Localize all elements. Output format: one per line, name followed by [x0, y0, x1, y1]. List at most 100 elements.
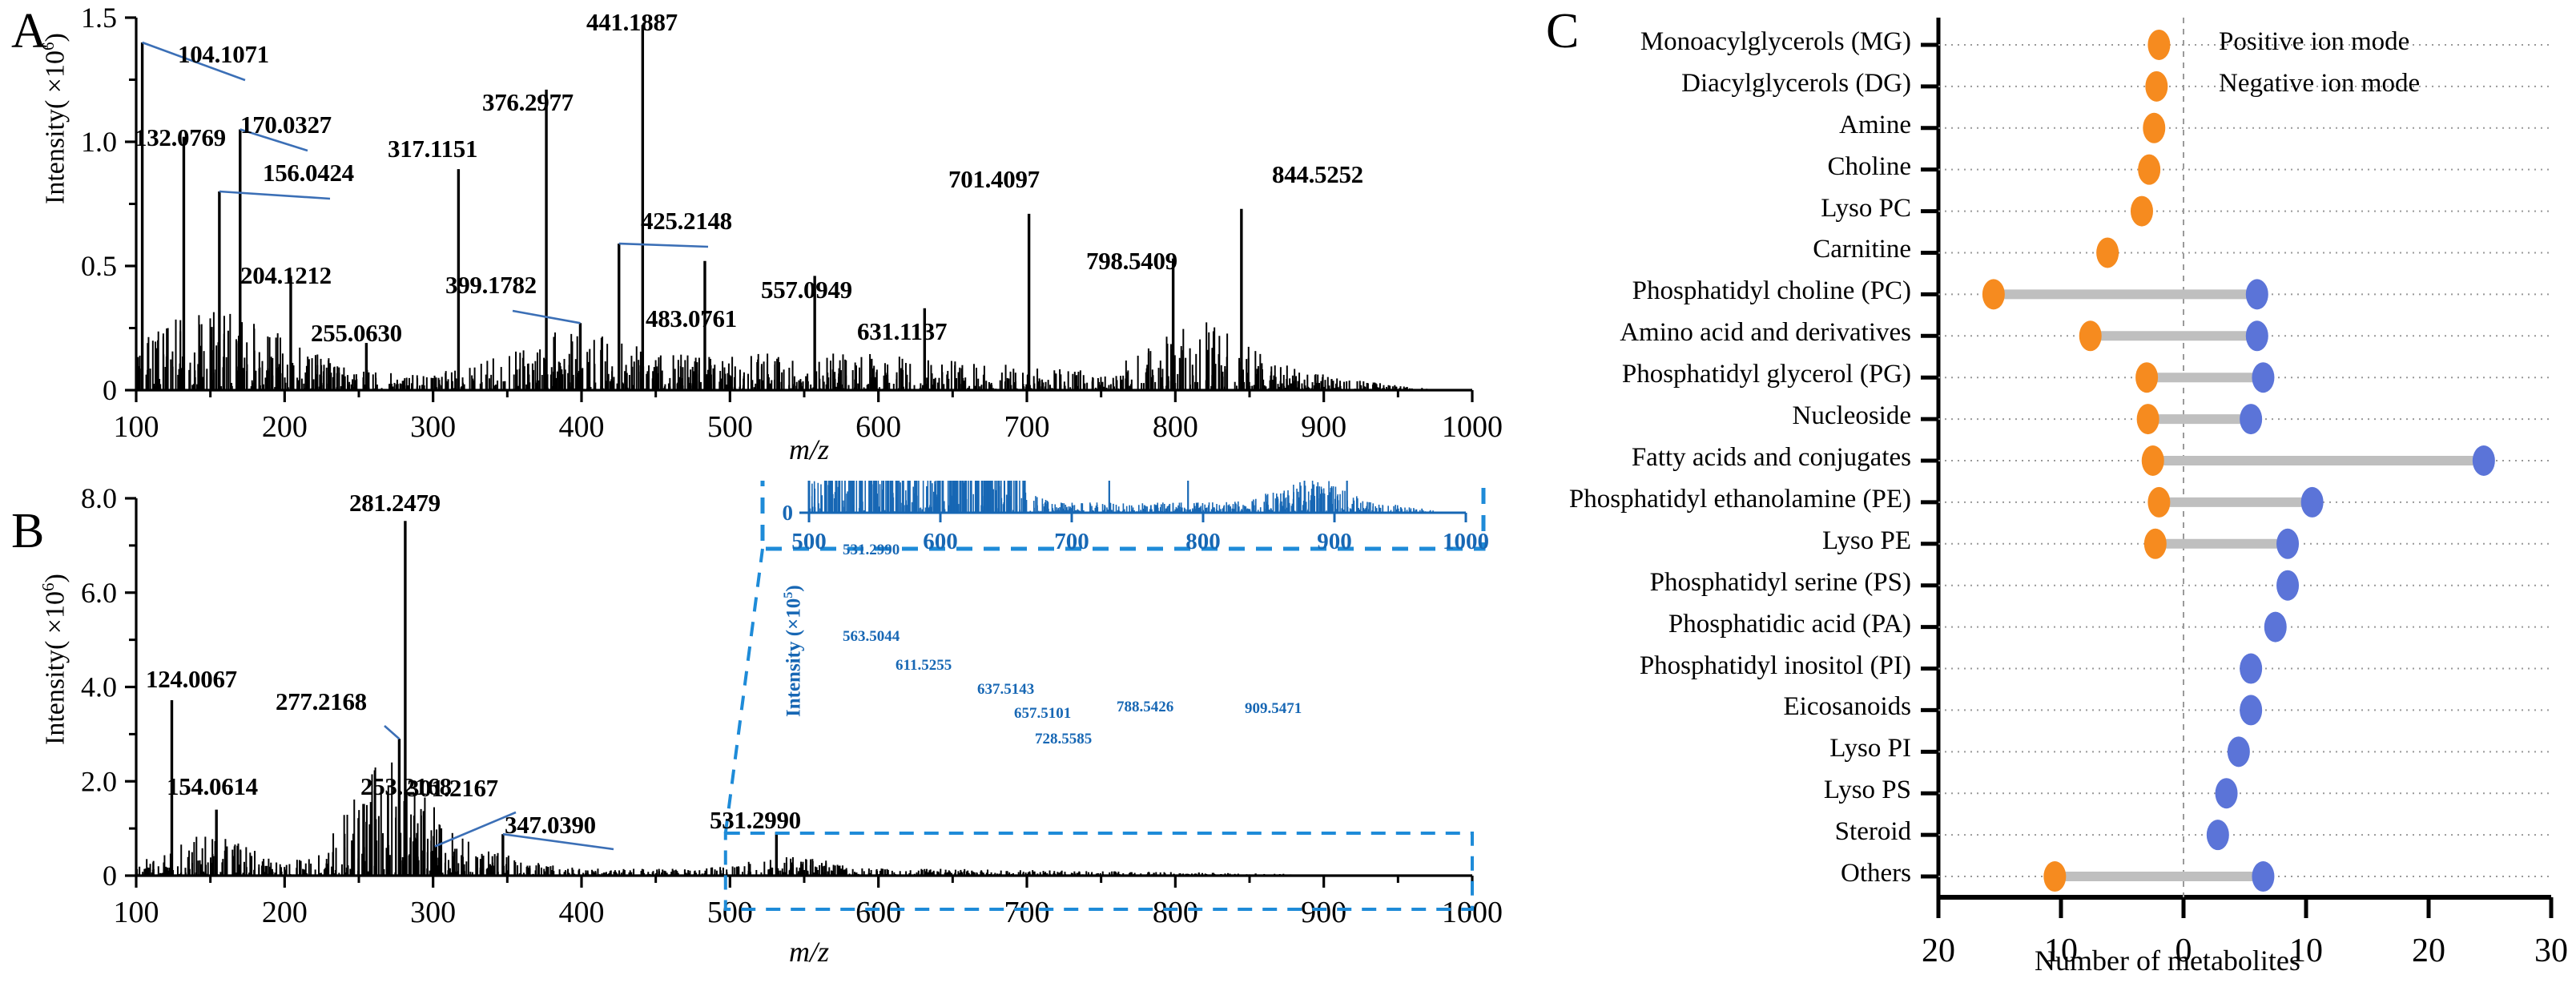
panel-c-negative-dot[interactable] — [2245, 320, 2268, 352]
panel-b-x-axis-title: m/z — [789, 936, 830, 968]
panel-c-category-label: Lyso PE — [1822, 526, 1911, 555]
panel-c-positive-dot[interactable] — [2135, 362, 2159, 393]
panel-c-negative-dot[interactable] — [2240, 404, 2263, 435]
x-tick-label: 600 — [855, 410, 901, 444]
x-tick-label: 900 — [1301, 896, 1346, 929]
panel-c-positive-dot[interactable] — [2143, 528, 2167, 559]
panel-c-category-label: Monoacylglycerols (MG) — [1640, 26, 1911, 56]
peak-leader-line — [512, 309, 581, 324]
panel-c-positive-dot[interactable] — [2136, 404, 2159, 435]
panel-c-category-label: Phosphatidyl inositol (PI) — [1639, 651, 1911, 680]
x-tick-label: 300 — [410, 410, 456, 444]
panel-a-peak-label: 317.1151 — [388, 135, 478, 163]
x-tick-label: 800 — [1153, 896, 1198, 929]
panel-a-x-axis-title: m/z — [789, 433, 830, 465]
panel-a-peak-label: 104.1071 — [178, 40, 269, 68]
panel-c-plot: 20 10 0 10 20 30 — [1921, 18, 2568, 969]
panel-c-category-label: Amine — [1839, 110, 1911, 139]
panel-c-category-label: Nucleoside — [1792, 401, 1911, 431]
panel-c-letter: C — [1546, 4, 1580, 58]
panel-b-peak-label: 124.0067 — [146, 665, 237, 693]
panel-c-negative-dot[interactable] — [2276, 528, 2300, 559]
panel-c-category-label: Eicosanoids — [1783, 692, 1911, 722]
panel-a-peak-label: 557.0949 — [761, 276, 852, 304]
panel-c-positive-dot[interactable] — [2138, 154, 2161, 185]
spectrum-traces — [136, 25, 1469, 390]
panel-c-negative-dot[interactable] — [2215, 778, 2238, 809]
panel-b-inset-peak-label: 788.5426 — [1117, 699, 1174, 715]
x-tick-label: 700 — [1004, 410, 1050, 444]
panel-c-category-label: Phosphatidyl glycerol (PG) — [1621, 360, 1911, 389]
panel-b-inset-peak-label: 531.2990 — [843, 542, 900, 558]
panel-c-negative-dot[interactable] — [2227, 736, 2250, 767]
panel-c-category-label: Phosphatidic acid (PA) — [1668, 609, 1911, 639]
panel-c-category-label: Choline — [1827, 151, 1912, 181]
panel-c-positive-dot[interactable] — [2143, 112, 2166, 143]
y-tick-label: 4.0 — [81, 671, 117, 703]
panel-b-inset-y-axis-paren: ) — [783, 585, 805, 592]
panel-c-positive-dot[interactable] — [2147, 29, 2171, 60]
y-tick-label: 0 — [103, 374, 117, 406]
panel-c-positive-dot[interactable] — [2043, 861, 2067, 892]
panel-c-x-tick-label: 20 — [1922, 933, 1955, 969]
panel-a-peak-label: 425.2148 — [641, 207, 732, 235]
panel-c-positive-dot[interactable] — [1982, 279, 2005, 310]
panel-a-peak-label: 156.0424 — [263, 159, 354, 187]
panel-c-negative-dot[interactable] — [2206, 820, 2229, 851]
panel-b-peak-label: 301.2167 — [407, 774, 498, 802]
panel-c-negative-dot[interactable] — [2240, 695, 2263, 726]
panel-b-inset-peak-label: 563.5044 — [843, 628, 900, 645]
y-tick-label: 0 — [103, 860, 117, 892]
panel-b-plot: 0 2.0 4.0 6.0 8.0 100 200 300 400 500 600 700 800 900… — [81, 481, 1503, 929]
panel-a-peak-label: 701.4097 — [948, 165, 1040, 193]
panel-c-category-label: Carnitine — [1813, 235, 1911, 264]
y-tick-label: 6.0 — [81, 577, 117, 609]
panel-b-letter: B — [11, 504, 45, 558]
panel-a-peak-label: 798.5409 — [1086, 247, 1177, 275]
panel-c-negative-dot[interactable] — [2300, 486, 2324, 518]
panel-a-peak-label: 631.1137 — [857, 317, 948, 345]
panel-c-negative-dot[interactable] — [2252, 362, 2275, 393]
panel-c-x-tick-label: 10 — [2289, 933, 2323, 969]
panel-a-peak-label: 483.0761 — [646, 304, 737, 332]
panel-c-positive-dot[interactable] — [2141, 445, 2164, 476]
panel-b-inset-peak-label: 909.5471 — [1245, 700, 1302, 717]
panel-c-x-axis-title: Number of metabolites — [2035, 945, 2300, 977]
panel-c-category-label: Phosphatidyl serine (PS) — [1649, 567, 1911, 597]
panel-c-negative-dot[interactable] — [2240, 653, 2263, 684]
y-tick-label: 8.0 — [81, 482, 117, 514]
x-tick-label: 1000 — [1442, 410, 1503, 444]
panel-c-negative-dot[interactable] — [2252, 861, 2275, 892]
panel-c-category-label: Lyso PI — [1829, 734, 1911, 763]
panel-c-negative-dot[interactable] — [2472, 445, 2495, 476]
inset-x-tick-label: 700 — [1054, 529, 1089, 554]
panel-c-positive-dot[interactable] — [2145, 70, 2168, 102]
panel-b-inset-peak-label: 728.5585 — [1035, 731, 1093, 747]
panel-c-negative-dot[interactable] — [2264, 611, 2287, 643]
peak-leader-line — [502, 832, 614, 851]
y-tick-label: 2.0 — [81, 765, 117, 797]
panel-c-negative-dot[interactable] — [2276, 570, 2300, 601]
panel-c-category-label: Amino acid and derivatives — [1620, 318, 1911, 348]
panel-c-legend-label-negative: Negative ion mode — [2219, 68, 2421, 98]
panel-c-positive-dot[interactable] — [2096, 237, 2119, 268]
inset-x-tick-label: 800 — [1185, 529, 1221, 554]
panel-c-positive-dot[interactable] — [2079, 320, 2102, 352]
panel-c-negative-dot[interactable] — [2245, 279, 2268, 310]
peak-leader-line — [219, 190, 331, 200]
inset-x-tick-label: 900 — [1317, 529, 1352, 554]
panel-b-inset-peak-label: 657.5101 — [1014, 705, 1072, 722]
y-tick-label: 1.5 — [81, 2, 117, 34]
panel-b-inset-peak-label: 637.5143 — [977, 681, 1035, 698]
panel-c-positive-dot[interactable] — [2130, 195, 2153, 227]
peak-leader-line — [618, 242, 709, 248]
x-tick-label: 200 — [262, 410, 308, 444]
panel-c-positive-dot[interactable] — [2147, 486, 2171, 518]
x-tick-label: 500 — [707, 410, 753, 444]
panel-a-peak-label: 132.0769 — [135, 123, 226, 151]
panel-a-peak-label: 376.2977 — [482, 88, 574, 116]
panel-c-legend-label-positive: Positive ion mode — [2219, 26, 2410, 56]
x-tick-label: 100 — [114, 896, 159, 929]
peak-leader-line — [239, 128, 308, 152]
